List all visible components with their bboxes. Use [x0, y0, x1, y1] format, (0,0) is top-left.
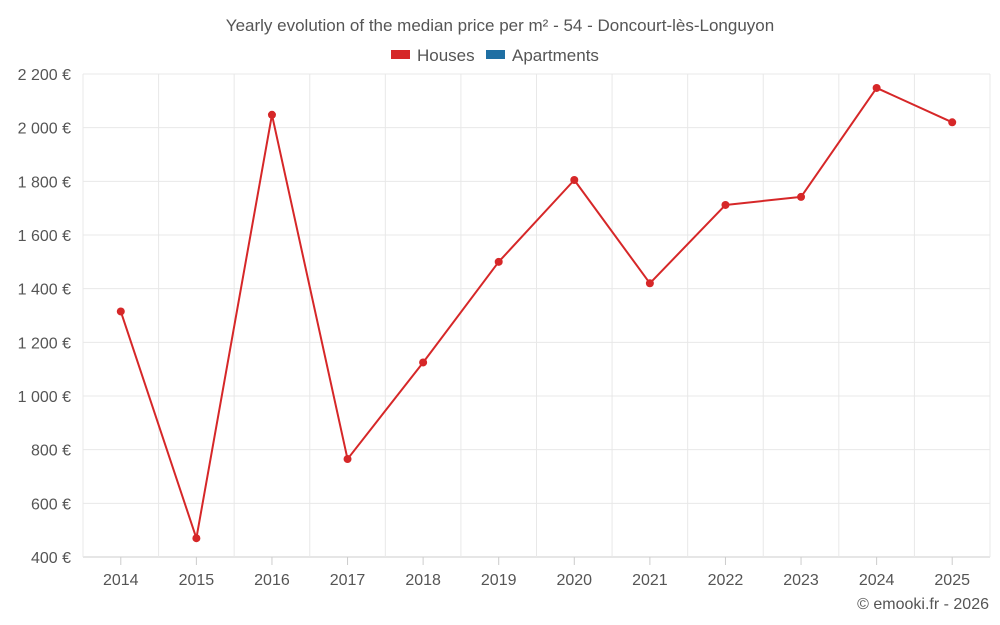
- data-point[interactable]: [645, 279, 654, 288]
- data-point[interactable]: [872, 83, 881, 92]
- x-tick-label: 2020: [556, 572, 592, 589]
- legend-swatch-houses: [391, 50, 410, 59]
- grid: [82, 73, 991, 558]
- y-tick-label: 800 €: [31, 443, 71, 460]
- x-tick-label: 2016: [254, 572, 290, 589]
- data-point[interactable]: [192, 534, 201, 543]
- data-point[interactable]: [948, 118, 957, 127]
- chart-title: Yearly evolution of the median price per…: [226, 16, 774, 35]
- x-tick-label: 2022: [708, 572, 744, 589]
- x-tick-label: 2025: [934, 572, 970, 589]
- y-tick-label: 2 200 €: [18, 67, 71, 84]
- series-houses: [116, 83, 957, 543]
- y-tick-label: 600 €: [31, 496, 71, 513]
- y-tick-label: 400 €: [31, 550, 71, 567]
- data-point[interactable]: [721, 200, 730, 209]
- data-point[interactable]: [570, 175, 579, 184]
- data-point[interactable]: [494, 257, 503, 266]
- y-tick-label: 1 000 €: [18, 389, 71, 406]
- data-point[interactable]: [267, 110, 276, 119]
- credit-text: © emooki.fr - 2026: [857, 596, 989, 613]
- legend-label-houses[interactable]: Houses: [417, 46, 475, 65]
- legend-label-apartments[interactable]: Apartments: [512, 46, 599, 65]
- y-axis: 400 € 600 € 800 € 1 000 € 1 200 € 1 400 € 1 60…: [18, 67, 71, 567]
- legend: Houses Apartments: [391, 46, 599, 65]
- x-tick-label: 2017: [330, 572, 366, 589]
- legend-swatch-apartments: [486, 50, 505, 59]
- y-tick-label: 1 600 €: [18, 228, 71, 245]
- y-tick-label: 2 000 €: [18, 121, 71, 138]
- x-tick-label: 2024: [859, 572, 895, 589]
- x-tick-label: 2015: [179, 572, 215, 589]
- series-line-houses: [119, 86, 953, 540]
- data-point[interactable]: [419, 358, 428, 367]
- data-point[interactable]: [797, 192, 806, 201]
- x-tick-label: 2023: [783, 572, 819, 589]
- x-tick-label: 2014: [103, 572, 139, 589]
- y-tick-label: 1 800 €: [18, 174, 71, 191]
- x-tick-label: 2019: [481, 572, 517, 589]
- x-tick-label: 2018: [405, 572, 441, 589]
- y-tick-label: 1 200 €: [18, 335, 71, 352]
- y-tick-label: 1 400 €: [18, 282, 71, 299]
- x-axis: 2014 2015 2016 2017 2018 2019 2020 2021 2022 2023…: [103, 557, 970, 589]
- data-point[interactable]: [116, 307, 125, 316]
- x-tick-label: 2021: [632, 572, 668, 589]
- data-point[interactable]: [343, 455, 352, 464]
